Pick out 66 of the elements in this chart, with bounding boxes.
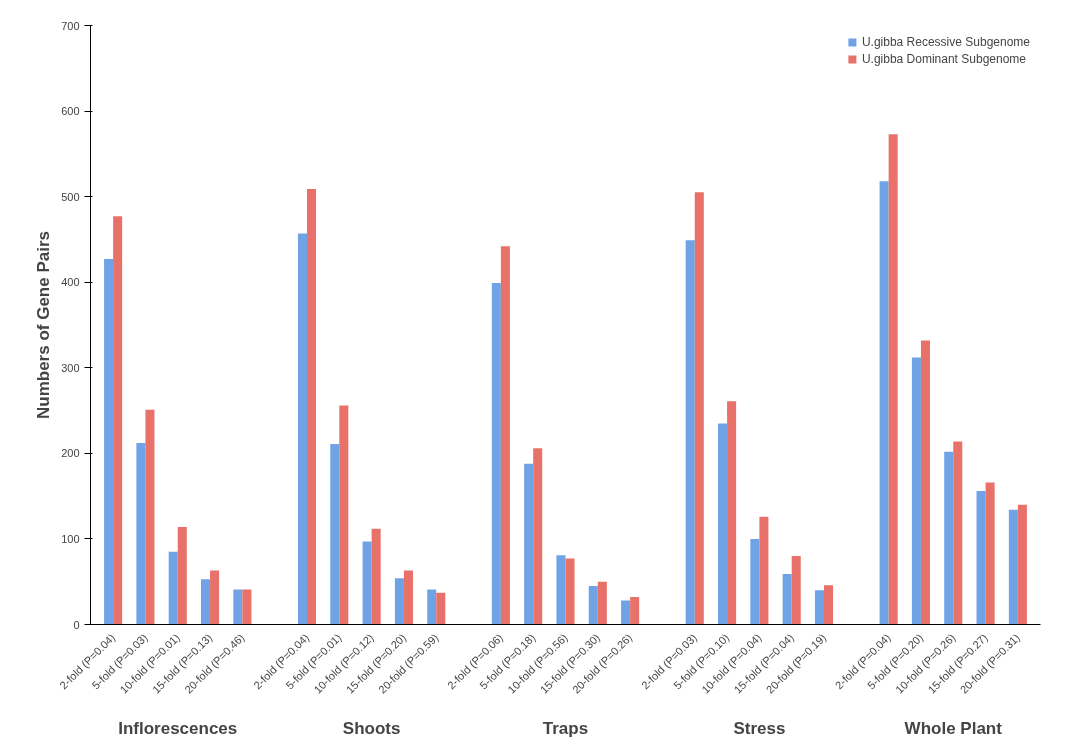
bar <box>500 246 510 625</box>
bar <box>524 463 534 625</box>
y-tick-label: 100 <box>61 532 80 545</box>
bar <box>1008 509 1018 625</box>
bar <box>136 443 146 625</box>
bar <box>911 357 921 625</box>
y-tick-label: 600 <box>61 105 80 118</box>
bar <box>533 448 543 625</box>
bar <box>630 597 640 625</box>
y-tick-label: 400 <box>61 276 80 289</box>
bar <box>362 541 372 625</box>
y-tick-label: 700 <box>61 19 80 32</box>
bar <box>621 600 631 625</box>
legend-label: U.gibba Recessive Subgenome <box>861 35 1030 49</box>
y-tick-label: 300 <box>61 361 80 374</box>
bar <box>233 589 243 625</box>
text: Stress <box>733 718 786 738</box>
text: Whole Plant <box>904 718 1003 738</box>
bar <box>888 134 898 625</box>
bar <box>750 538 760 625</box>
text: Shoots <box>342 718 401 738</box>
text: Inflorescences <box>118 718 238 738</box>
bar <box>597 581 607 625</box>
bar <box>824 585 834 625</box>
y-tick-label: 200 <box>61 447 80 460</box>
bar <box>727 401 737 625</box>
bar <box>920 340 930 625</box>
bar <box>339 405 349 625</box>
bar <box>718 423 728 625</box>
bar <box>330 443 340 625</box>
bar <box>371 528 381 625</box>
bar <box>694 192 704 625</box>
y-tick-label: 500 <box>61 190 80 203</box>
bar <box>565 558 575 625</box>
legend-label: U.gibba Dominant Subgenome <box>861 52 1026 66</box>
bar <box>201 579 211 625</box>
bar <box>297 233 307 625</box>
bar <box>210 570 220 625</box>
bar <box>427 589 437 625</box>
bar <box>556 555 566 625</box>
bar <box>168 551 178 625</box>
bar <box>1017 504 1027 625</box>
bar <box>113 216 123 625</box>
y-axis-title: Numbers of Gene Pairs <box>34 230 54 419</box>
bar <box>953 441 963 625</box>
bar <box>814 590 824 625</box>
bar <box>104 259 114 625</box>
bar <box>491 283 501 625</box>
bar <box>685 240 695 625</box>
bar <box>403 570 413 625</box>
bar <box>588 585 598 625</box>
y-tick-label: 0 <box>73 618 80 631</box>
text: Traps <box>542 718 589 738</box>
bar <box>944 451 954 625</box>
bar <box>307 188 317 625</box>
bar <box>985 482 995 625</box>
bar <box>436 592 446 625</box>
bar <box>145 409 155 625</box>
bar <box>791 556 801 625</box>
bar <box>394 578 404 625</box>
bar <box>759 516 769 625</box>
bar <box>879 181 889 625</box>
bar <box>782 574 792 625</box>
bar <box>976 491 986 625</box>
bar <box>242 589 252 625</box>
bar <box>177 526 187 625</box>
